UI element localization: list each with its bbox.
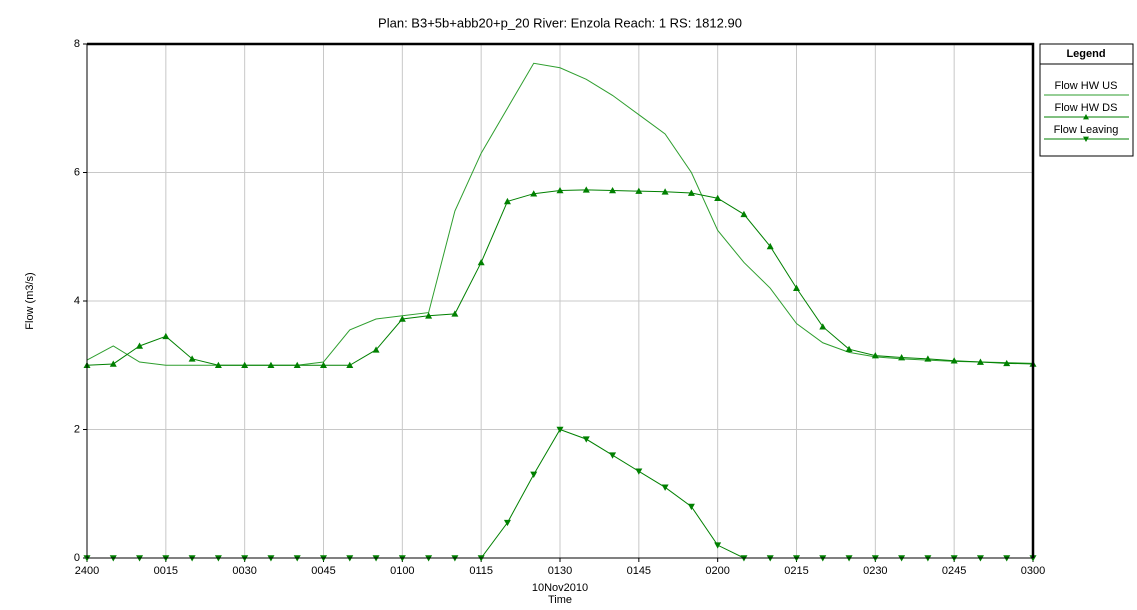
data-marker <box>556 186 564 194</box>
x-tick-label: 0030 <box>232 565 256 577</box>
x-tick-label: 0015 <box>154 565 178 577</box>
plot-frame-heavy <box>87 42 1035 558</box>
data-marker <box>687 503 695 511</box>
data-marker <box>530 190 538 197</box>
data-marker <box>898 354 906 361</box>
legend-label: Flow HW US <box>1055 80 1118 92</box>
data-marker <box>609 452 617 459</box>
legend-label: Flow HW DS <box>1055 102 1118 114</box>
legend-title: Legend <box>1066 48 1105 60</box>
data-marker <box>503 519 511 527</box>
x-tick-label: 0215 <box>784 565 808 577</box>
data-marker <box>162 332 170 340</box>
data-marker <box>819 323 827 330</box>
y-tick-label: 2 <box>74 423 80 435</box>
legend-marker <box>1083 136 1089 142</box>
data-marker <box>793 284 800 291</box>
data-marker <box>425 312 433 319</box>
y-axis-label: Flow (m3/s) <box>24 272 36 329</box>
data-marker <box>556 426 564 433</box>
data-marker <box>845 345 853 352</box>
data-marker <box>293 361 301 369</box>
data-marker <box>451 310 459 317</box>
data-marker <box>661 484 669 491</box>
data-marker <box>188 355 196 362</box>
x-axis-label: Time <box>548 594 572 606</box>
legend-marker <box>1083 114 1089 120</box>
data-marker <box>740 210 748 218</box>
chart-title: Plan: B3+5b+abb20+p_20 River: Enzola Rea… <box>378 15 742 30</box>
y-tick-label: 8 <box>74 38 80 50</box>
data-marker <box>766 242 774 250</box>
data-marker <box>136 342 144 349</box>
data-marker <box>976 358 984 365</box>
data-marker <box>924 355 932 362</box>
data-marker <box>661 188 669 195</box>
data-marker <box>871 352 879 359</box>
x-tick-label: 0230 <box>863 565 887 577</box>
x-tick-label: 0300 <box>1021 565 1045 577</box>
data-marker <box>530 471 538 478</box>
y-tick-label: 4 <box>74 295 80 307</box>
data-marker <box>346 361 354 369</box>
x-tick-label: 2400 <box>75 565 99 577</box>
data-marker <box>1003 359 1011 367</box>
data-marker <box>398 315 406 322</box>
data-marker <box>635 468 643 475</box>
x-sublabel: 10Nov2010 <box>532 582 588 594</box>
data-marker <box>503 197 511 205</box>
data-marker <box>109 360 117 367</box>
data-marker <box>635 187 643 194</box>
data-marker <box>320 361 327 369</box>
x-tick-label: 0100 <box>390 565 414 577</box>
data-marker <box>687 189 695 196</box>
x-tick-label: 0145 <box>627 565 651 577</box>
x-tick-label: 0115 <box>469 565 493 577</box>
data-marker <box>582 436 590 443</box>
legend-label: Flow Leaving <box>1054 124 1119 136</box>
data-marker <box>582 186 590 193</box>
data-marker <box>477 258 485 266</box>
data-marker <box>950 357 958 364</box>
data-marker <box>241 361 249 369</box>
x-tick-label: 0045 <box>311 565 335 577</box>
data-marker <box>267 361 275 369</box>
y-tick-label: 6 <box>74 166 80 178</box>
x-tick-label: 0130 <box>548 565 572 577</box>
x-tick-label: 0245 <box>942 565 966 577</box>
data-marker <box>609 186 617 194</box>
y-tick-label: 0 <box>74 552 80 564</box>
data-marker <box>714 542 722 549</box>
data-marker <box>714 194 722 201</box>
x-tick-label: 0200 <box>705 565 729 577</box>
data-marker <box>214 361 222 369</box>
data-marker <box>372 346 380 353</box>
